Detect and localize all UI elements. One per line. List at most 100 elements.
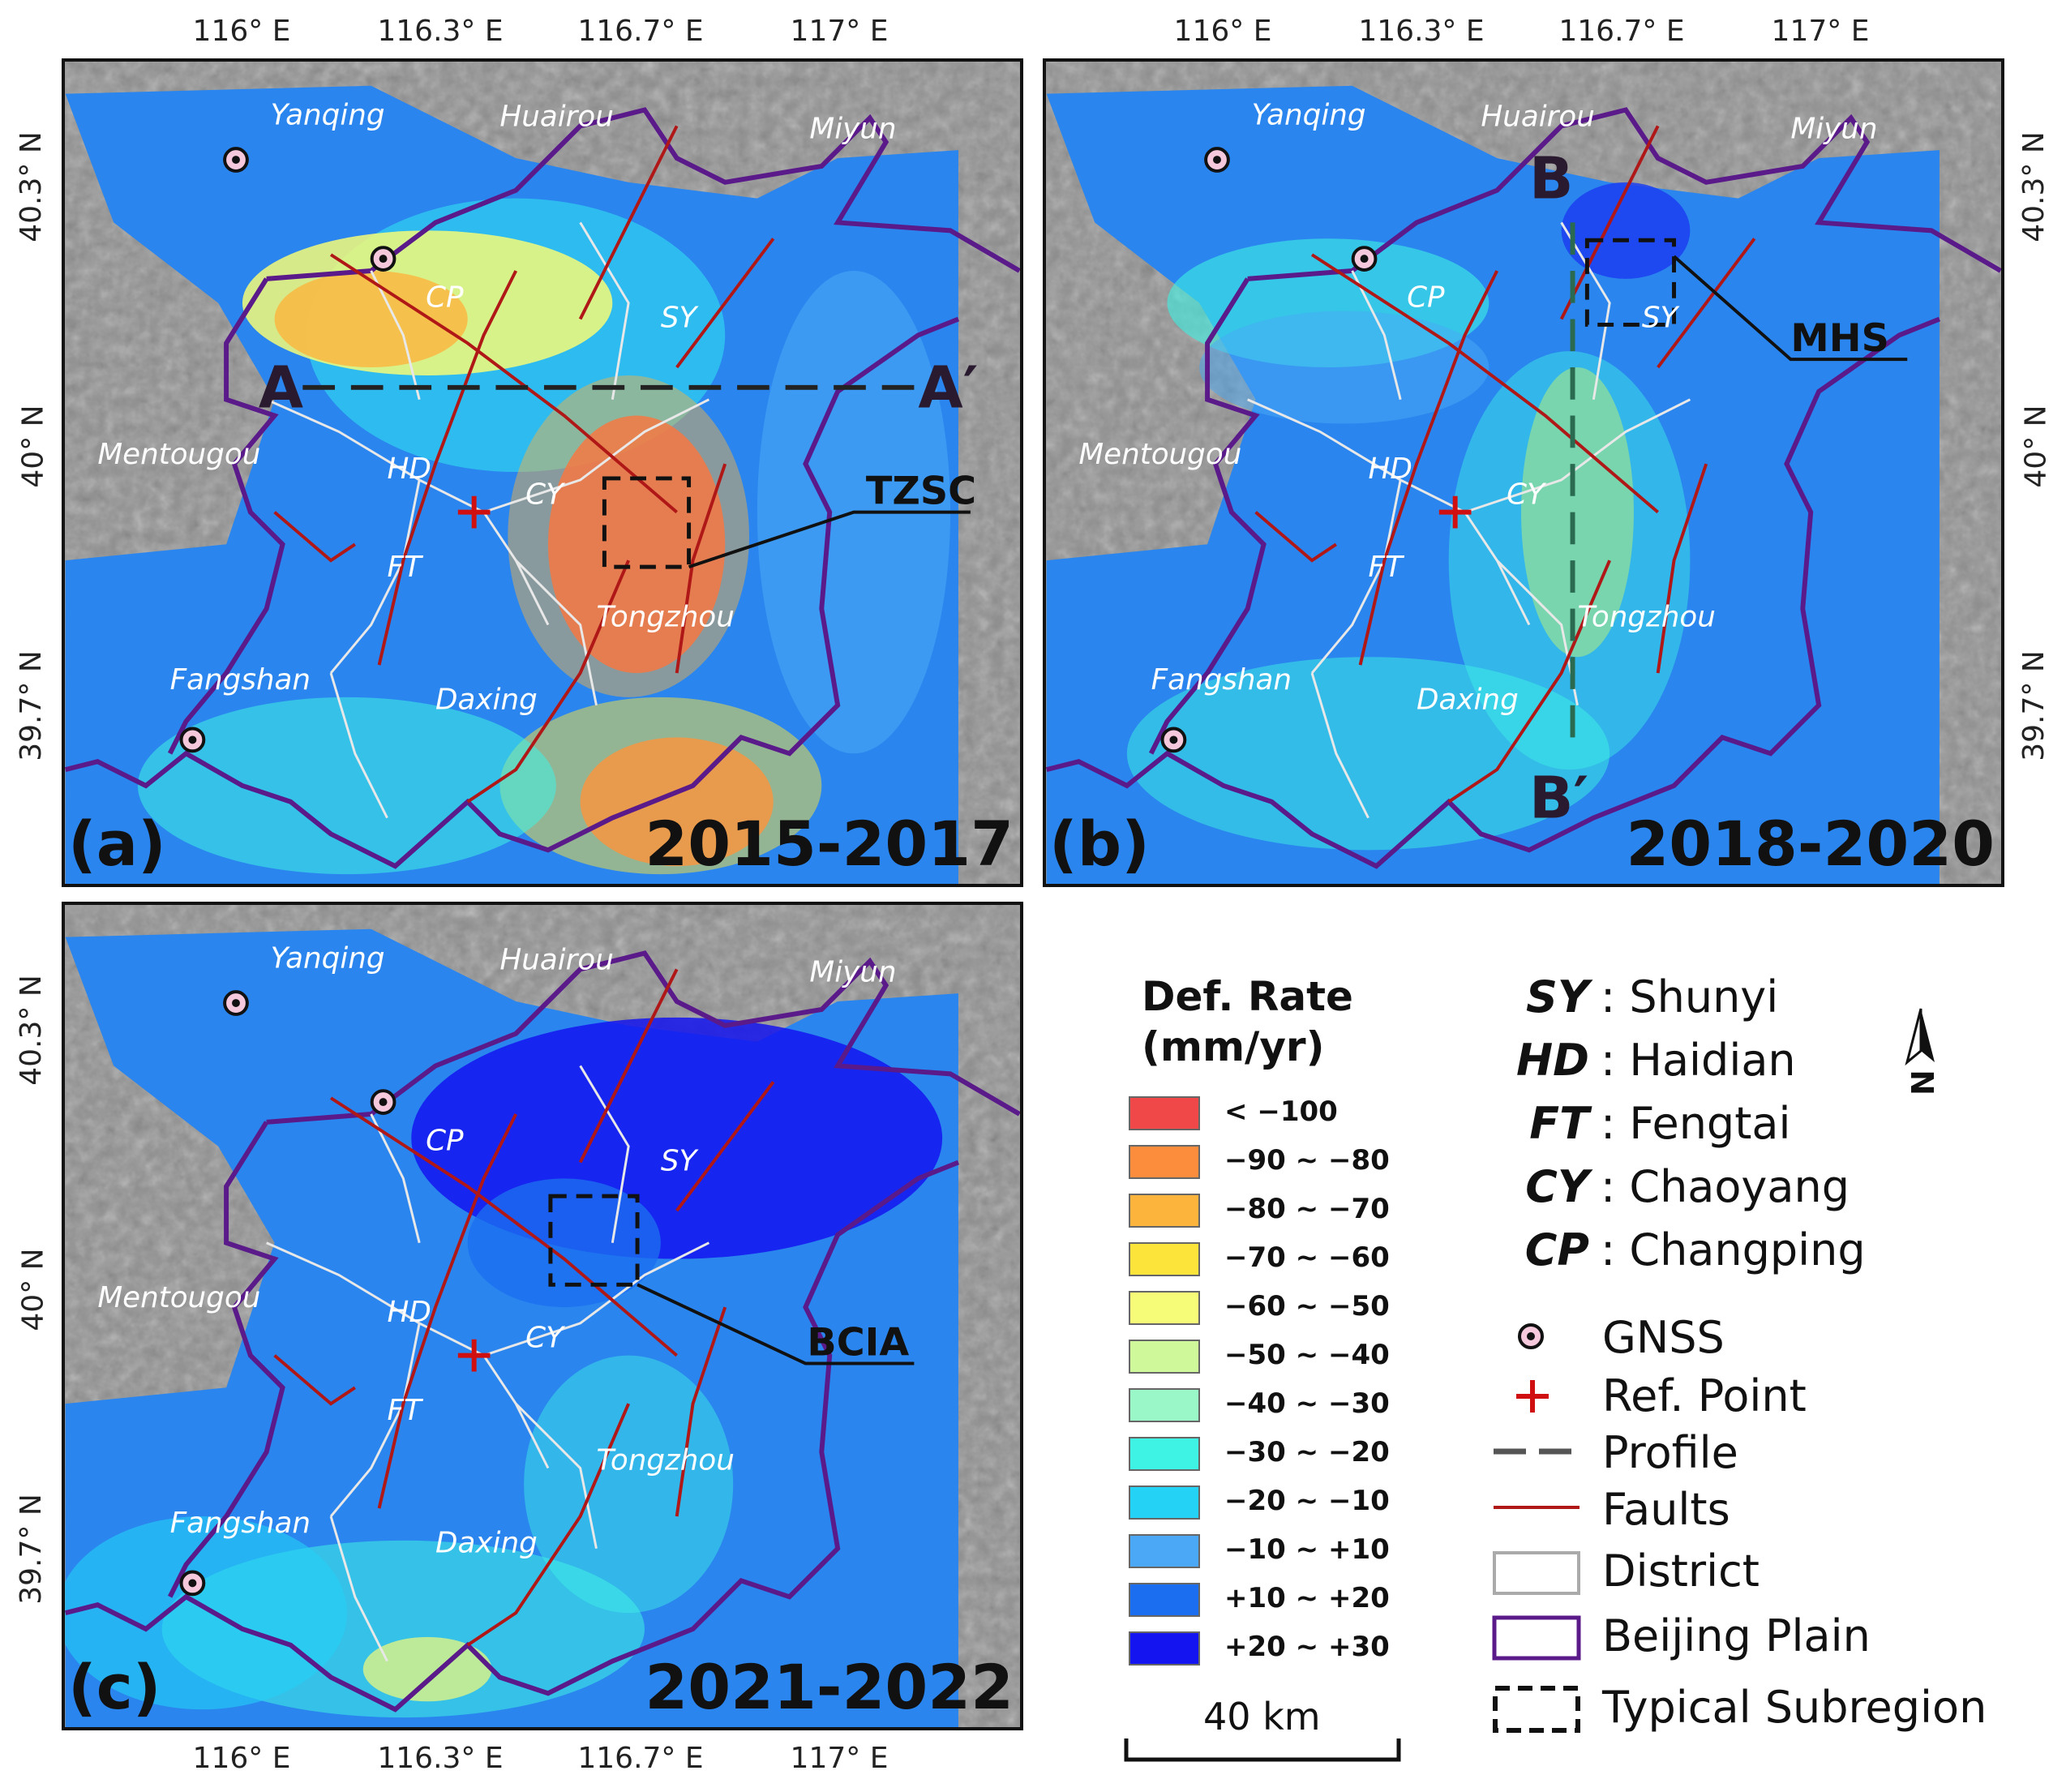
- panel-letter-c: (c): [68, 1651, 161, 1723]
- faults-legend-icon: [1494, 1506, 1580, 1509]
- fault-lines: [1254, 125, 1756, 804]
- legend-swatch: [1129, 1194, 1200, 1228]
- reference-point-marker: [457, 495, 491, 529]
- abbreviation-name: : Shunyi: [1601, 971, 1779, 1022]
- abbreviation-code: SY: [1526, 971, 1589, 1022]
- bcia-leader-line: [637, 1283, 915, 1365]
- mhs-leader-line: [1673, 255, 1908, 362]
- north-arrow-icon: N: [1905, 1008, 1941, 1095]
- panel-period-a: 2015-2017: [645, 808, 1014, 880]
- tzsc-leader-line: [688, 510, 971, 568]
- reference-point-marker: [1438, 495, 1472, 529]
- legend-typical-subregion-label: Typical Subregion: [1602, 1682, 1987, 1733]
- legend-class-label: −30 ~ −20: [1224, 1436, 1390, 1468]
- place-label-ft: FT: [388, 551, 425, 584]
- place-label-fangshan: Fangshan: [170, 1507, 311, 1540]
- legend-swatch: [1129, 1340, 1200, 1374]
- place-label-daxing: Daxing: [1417, 684, 1519, 717]
- legend-swatch: [1129, 1242, 1200, 1276]
- lon-tick-label: 116.7° E: [577, 15, 704, 48]
- place-label-sy: SY: [661, 1144, 700, 1177]
- legend-class-label: +10 ~ +20: [1224, 1582, 1390, 1614]
- place-label-cy: CY: [525, 1322, 566, 1355]
- gnss-marker: [223, 990, 249, 1016]
- place-label-fangshan: Fangshan: [170, 663, 311, 697]
- map-b-svg: B B′ MHS Yanqing Huairou Miyun Mentougou…: [1046, 62, 2001, 884]
- district-legend-icon: [1493, 1551, 1580, 1595]
- gnss-marker: [223, 147, 249, 173]
- gnss-marker: [370, 246, 396, 272]
- abbreviation-code: FT: [1529, 1098, 1589, 1149]
- lat-tick-label: 39.7° N: [14, 650, 48, 761]
- lon-tick-label: 117° E: [1771, 15, 1870, 48]
- abbreviation-row: HD: Haidian: [1492, 1035, 1865, 1086]
- profile-legend-icon: [1494, 1448, 1580, 1455]
- ref-point-legend-icon: [1516, 1380, 1549, 1413]
- place-label-sy: SY: [661, 301, 700, 334]
- abbreviation-name: : Haidian: [1601, 1035, 1796, 1086]
- gnss-marker: [179, 1570, 206, 1597]
- deformation-zone-yellow-south: [499, 697, 822, 875]
- bcia-label: BCIA: [807, 1321, 909, 1365]
- place-label-huairou: Huairou: [1481, 100, 1594, 133]
- place-label-cy: CY: [525, 478, 566, 512]
- scale-bar: [1124, 1738, 1401, 1762]
- lat-tick-label: 40.3° N: [14, 975, 48, 1086]
- legend-title: Def. Rate (mm/yr): [1142, 971, 1353, 1072]
- deformation-zone-blue-north: [1199, 311, 1489, 424]
- legend-faults-label: Faults: [1602, 1484, 1730, 1535]
- place-label-hd: HD: [1369, 452, 1412, 486]
- place-label-tongzhou: Tongzhou: [596, 1444, 734, 1477]
- place-label-tongzhou: Tongzhou: [1577, 601, 1715, 634]
- mhs-label: MHS: [1790, 316, 1889, 361]
- legend-class-label: −70 ~ −60: [1224, 1241, 1390, 1274]
- abbreviation-name: : Fengtai: [1601, 1098, 1791, 1149]
- tzsc-label: TZSC: [866, 469, 976, 514]
- legend-beijing-plain-label: Beijing Plain: [1602, 1610, 1871, 1661]
- place-label-sy: SY: [1642, 301, 1681, 334]
- place-label-fangshan: Fangshan: [1151, 663, 1292, 697]
- place-label-cy: CY: [1507, 478, 1547, 512]
- legend-swatch: [1129, 1145, 1200, 1179]
- deformation-zone-cyan-center: [524, 1355, 734, 1614]
- beijing-plain-legend-icon: [1492, 1615, 1581, 1661]
- legend-class-label: −10 ~ +10: [1224, 1533, 1390, 1566]
- legend-title-line2: (mm/yr): [1142, 1023, 1325, 1070]
- abbreviation-code: CY: [1525, 1161, 1589, 1212]
- place-label-ft: FT: [1369, 551, 1406, 584]
- place-label-yanqing: Yanqing: [1252, 98, 1366, 131]
- legend-swatch: [1129, 1388, 1200, 1422]
- legend-class-label: +20 ~ +30: [1224, 1631, 1390, 1663]
- legend-swatch: [1129, 1534, 1200, 1568]
- lon-tick-label: 117° E: [790, 15, 889, 48]
- lon-tick-label: 116.7° E: [577, 1742, 704, 1775]
- map-a-svg: A A′ TZSC Yanqing Huairou Miyun Mentougo…: [65, 62, 1020, 884]
- gnss-marker: [370, 1089, 396, 1115]
- abbreviation-row: SY: Shunyi: [1492, 971, 1865, 1022]
- lon-tick-label: 116.3° E: [377, 1742, 504, 1775]
- gnss-marker: [1351, 246, 1378, 272]
- panel-period-b: 2018-2020: [1626, 808, 1995, 880]
- deformation-zone-cyan-south: [1126, 657, 1610, 851]
- place-label-miyun: Miyun: [1790, 112, 1877, 145]
- place-label-huairou: Huairou: [499, 100, 613, 133]
- legend-class-label: −40 ~ −30: [1224, 1387, 1390, 1420]
- legend-class-label: −50 ~ −40: [1224, 1339, 1390, 1371]
- gnss-marker: [1204, 147, 1230, 173]
- legend-class-label: −90 ~ −80: [1224, 1144, 1390, 1177]
- place-label-cp: CP: [1407, 281, 1445, 315]
- gnss-marker: [1160, 727, 1187, 753]
- abbreviation-row: FT: Fengtai: [1492, 1098, 1865, 1149]
- legend-title-line1: Def. Rate: [1142, 973, 1353, 1020]
- tzsc-subregion-box: [602, 476, 692, 569]
- place-label-hd: HD: [388, 452, 431, 486]
- legend-ref-point-label: Ref. Point: [1602, 1370, 1807, 1421]
- legend-swatch: [1129, 1096, 1200, 1130]
- panel-letter-a: (a): [68, 808, 166, 880]
- abbreviation-code: HD: [1515, 1035, 1589, 1086]
- lon-tick-label: 116° E: [192, 15, 291, 48]
- place-label-cp: CP: [426, 281, 464, 315]
- lat-tick-label: 39.7° N: [2017, 650, 2051, 761]
- map-c-svg: BCIA Yanqing Huairou Miyun Mentougou Fan…: [65, 905, 1020, 1727]
- map-panel-a: A A′ TZSC Yanqing Huairou Miyun Mentougo…: [62, 58, 1023, 887]
